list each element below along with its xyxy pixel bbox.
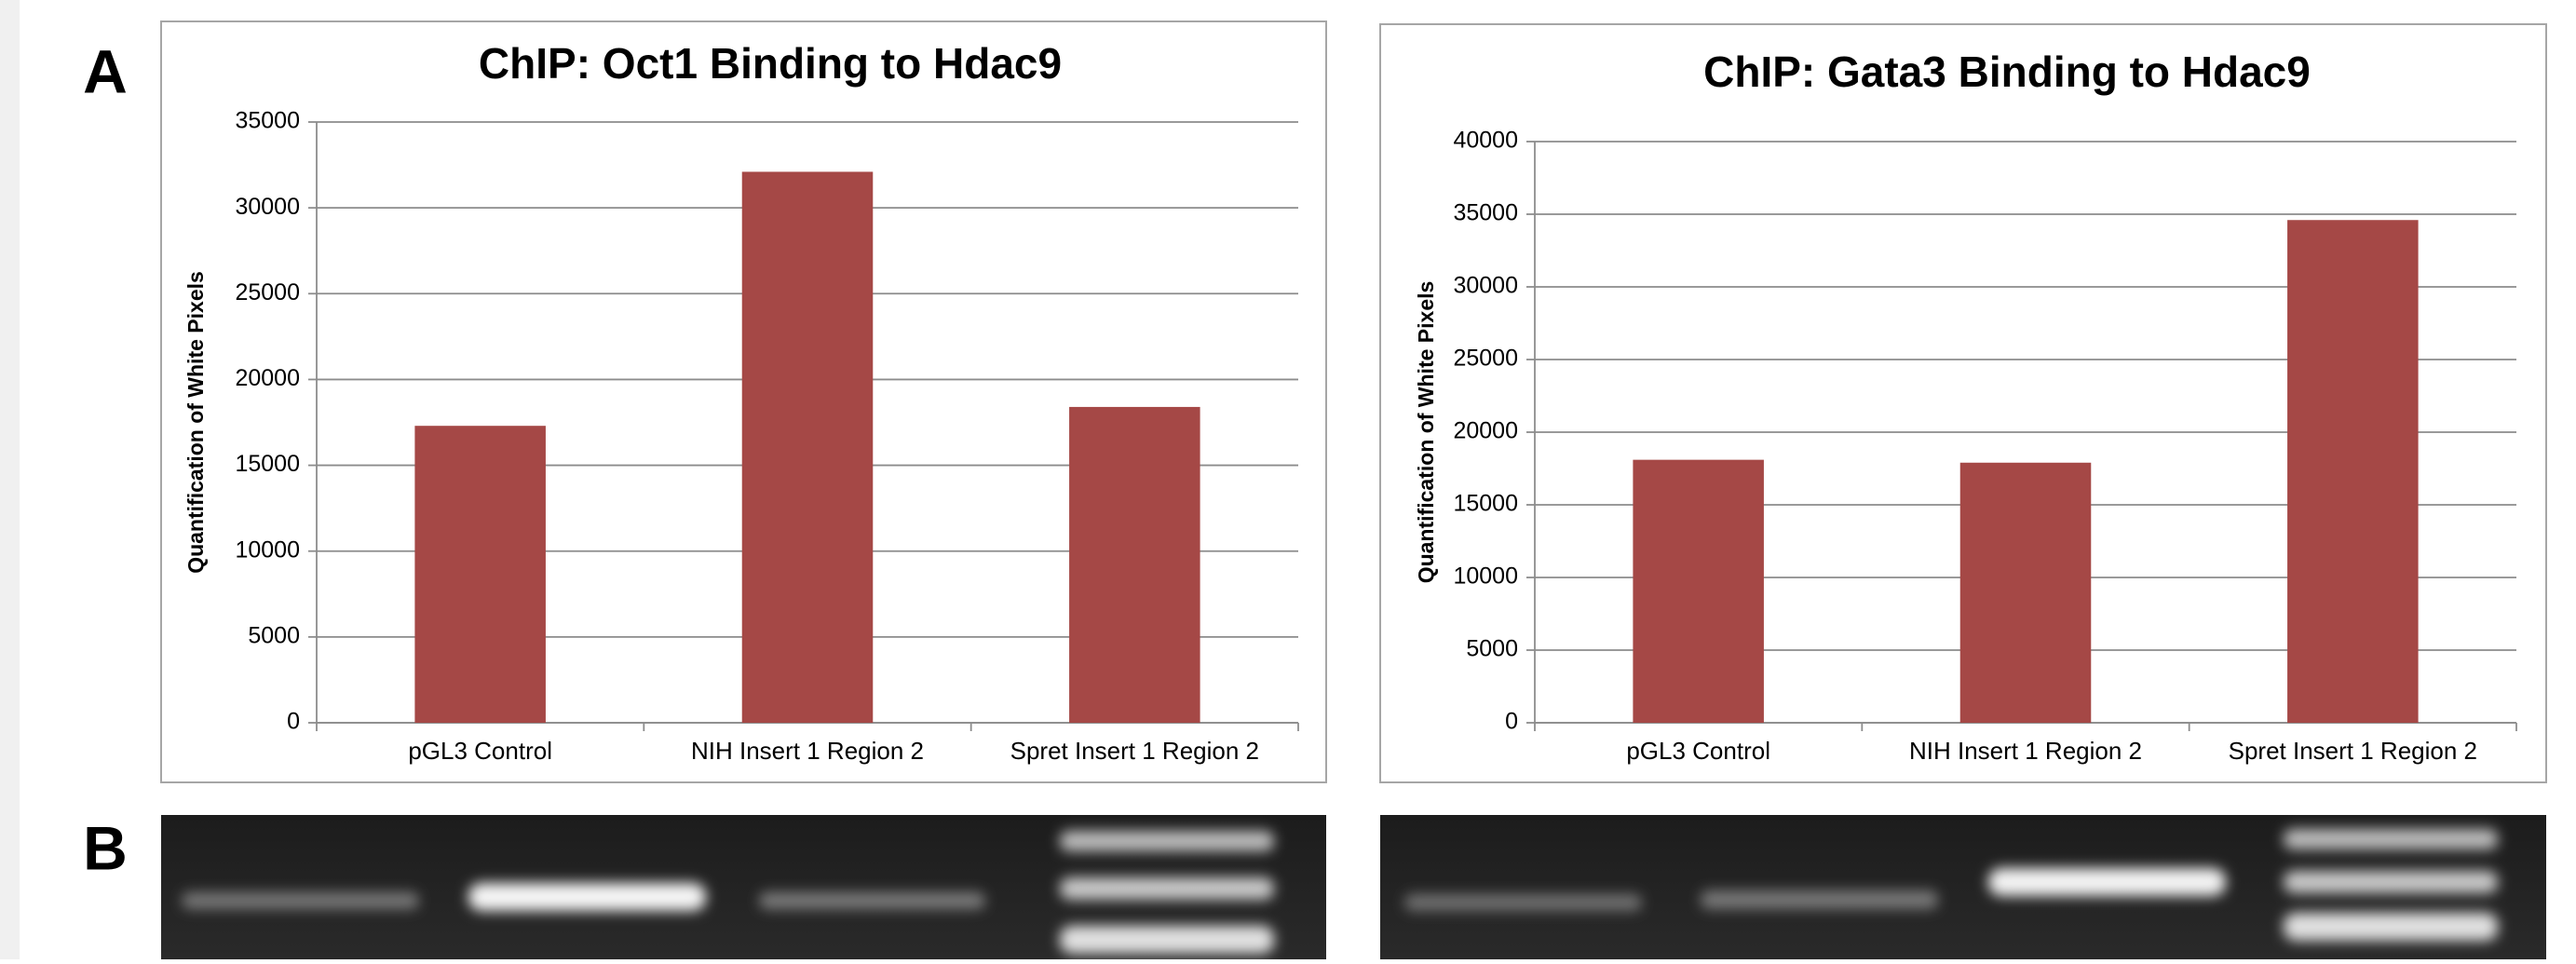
y-tick-label: 25000 (235, 279, 300, 305)
y-tick-label: 0 (287, 709, 300, 735)
y-tick-label: 20000 (235, 365, 300, 391)
y-tick-label: 30000 (235, 194, 300, 220)
y-tick-label: 10000 (1453, 563, 1518, 590)
bar (1633, 460, 1764, 723)
y-tick-label: 20000 (1453, 418, 1518, 444)
y-tick-label: 15000 (235, 451, 300, 477)
y-tick-label: 10000 (235, 536, 300, 563)
side-strip (0, 0, 20, 959)
bar (1069, 407, 1200, 723)
y-tick-label: 5000 (1466, 636, 1518, 662)
bar (414, 426, 546, 723)
panel-label: A (83, 36, 128, 105)
chart-title: ChIP: Oct1 Binding to Hdac9 (479, 39, 1062, 88)
y-tick-label: 25000 (1453, 346, 1518, 372)
y-axis-label: Quantification of White Pixels (183, 271, 208, 574)
x-tick-label: Spret Insert 1 Region 2 (2229, 737, 2477, 765)
gel-image (161, 815, 2546, 959)
bar (742, 171, 874, 723)
y-tick-label: 40000 (1453, 128, 1518, 154)
x-tick-label: pGL3 Control (1626, 737, 1770, 765)
y-tick-label: 30000 (1453, 273, 1518, 299)
chart-title: ChIP: Gata3 Binding to Hdac9 (1703, 48, 2311, 96)
y-axis-label: Quantification of White Pixels (1414, 281, 1438, 584)
panel-label: B (83, 813, 128, 882)
page: {"panel_labels": ["A", "B"], "chart_data… (0, 0, 2576, 959)
x-tick-label: pGL3 Control (408, 737, 552, 765)
y-tick-label: 5000 (248, 622, 300, 648)
y-tick-label: 35000 (1453, 200, 1518, 226)
y-tick-label: 15000 (1453, 491, 1518, 517)
y-tick-label: 35000 (235, 108, 300, 134)
x-tick-label: Spret Insert 1 Region 2 (1010, 737, 1259, 765)
x-tick-label: NIH Insert 1 Region 2 (691, 737, 924, 765)
bar (1960, 463, 2092, 723)
bar (2287, 220, 2419, 723)
x-tick-label: NIH Insert 1 Region 2 (1909, 737, 2142, 765)
y-tick-label: 0 (1505, 709, 1518, 735)
figure: A B ChIP: Oct1 Binding to Hdac9 Quantific… (0, 0, 2576, 959)
